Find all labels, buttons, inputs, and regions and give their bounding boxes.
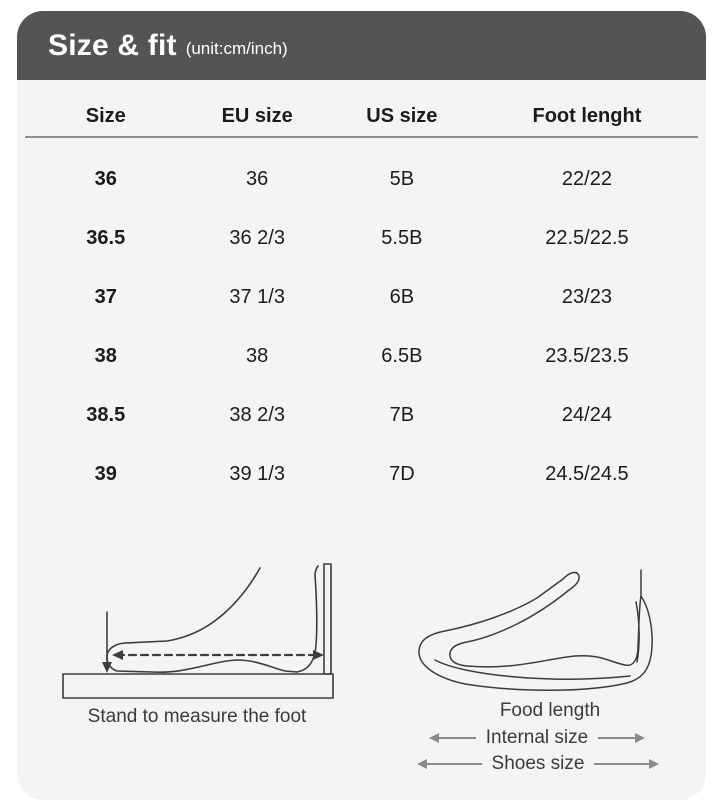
table-cell: 36: [246, 168, 269, 190]
table-cell: 38.5: [86, 404, 126, 426]
card-header: Size & fit (unit:cm/inch): [17, 11, 706, 80]
heel-inner-line: [635, 601, 640, 663]
table-row: 39 39 1/3 7D 24.5/24.5: [25, 445, 698, 504]
arrow-left-icon: [417, 759, 427, 769]
table-cell: 5B: [389, 168, 415, 190]
length-arrowhead-right: [313, 650, 324, 660]
arrow-left-icon: [429, 733, 439, 743]
column-header: EU size: [221, 104, 293, 127]
table-cell: 24/24: [561, 404, 612, 426]
column-header: Size: [85, 104, 126, 127]
shoes-size-arrow: Shoes size: [417, 753, 660, 775]
size-fit-card: Size & fit (unit:cm/inch) Size EU size US …: [17, 11, 706, 800]
table-cell: 38: [94, 345, 117, 367]
table-cell: 39 1/3: [229, 463, 285, 485]
shoes-size-label: Shoes size: [491, 753, 585, 774]
table-cell: 38 2/3: [229, 404, 285, 426]
table-cell: 7D: [389, 463, 415, 485]
header-divider: [25, 136, 698, 138]
arrow-bar: [427, 763, 482, 765]
column-header: Foot lenght: [532, 104, 642, 127]
size-table-head: Size EU size US size Foot lenght: [25, 96, 698, 136]
table-cell: 22.5/22.5: [545, 227, 629, 249]
table-cell: 39: [94, 463, 117, 485]
table-cell: 22/22: [561, 168, 612, 190]
shoe-size-diagram: [418, 569, 653, 691]
table-cell: 37: [94, 286, 117, 308]
foot-inner-outline: [449, 589, 642, 668]
toe-pointer-arrowhead: [102, 662, 112, 673]
food-length-label: Food length: [499, 700, 601, 721]
table-cell: 7B: [389, 404, 415, 426]
table-row: 37 37 1/3 6B 23/23: [25, 268, 698, 327]
arrow-bar: [598, 737, 636, 739]
sole-inner-line: [434, 659, 631, 680]
foot-outline: [106, 565, 319, 673]
table-row: 38 38 6.5B 23.5/23.5: [25, 327, 698, 386]
right-figure-captions: Food length Internal size Shoes size: [405, 700, 695, 775]
arrow-bar: [439, 737, 476, 739]
foot-measure-diagram: [62, 563, 334, 699]
table-cell: 5.5B: [381, 227, 423, 249]
arrow-right-icon: [649, 759, 660, 769]
table-cell: 38: [246, 345, 269, 367]
table-cell: 36.5: [86, 227, 126, 249]
measurement-figures: Stand to measure the foot Food length In…: [17, 548, 706, 800]
table-cell: 23/23: [561, 286, 612, 308]
left-figure-caption: Stand to measure the foot: [87, 706, 307, 727]
table-cell: 37 1/3: [229, 286, 285, 308]
size-table: Size EU size US size Foot lenght 36 36 5B 22/2…: [17, 80, 706, 504]
table-cell: 24.5/24.5: [545, 463, 629, 485]
length-arrowhead-left: [112, 650, 123, 660]
table-row: 38.5 38 2/3 7B 24/24: [25, 386, 698, 445]
table-row: 36 36 5B 22/22: [25, 150, 698, 209]
page-title: Size & fit: [48, 28, 177, 62]
table-row: 36.5 36 2/3 5.5B 22.5/22.5: [25, 209, 698, 268]
internal-size-label: Internal size: [485, 727, 589, 748]
arrow-bar: [594, 763, 650, 765]
table-cell: 6.5B: [381, 345, 423, 367]
arrow-right-icon: [635, 733, 646, 743]
internal-size-arrow: Internal size: [429, 727, 646, 749]
unit-label: (unit:cm/inch): [185, 38, 288, 58]
column-header: US size: [366, 104, 438, 127]
wall-block: [323, 563, 332, 675]
table-cell: 6B: [389, 286, 415, 308]
table-cell: 36 2/3: [229, 227, 285, 249]
table-cell: 36: [94, 168, 117, 190]
table-cell: 23.5/23.5: [545, 345, 629, 367]
size-table-body: 36 36 5B 22/22 36.5 36 2/3 5.5B 22.5/22.5 37 37 1…: [25, 150, 698, 504]
shoe-outer-outline: [418, 571, 653, 691]
ground-block: [62, 673, 334, 699]
